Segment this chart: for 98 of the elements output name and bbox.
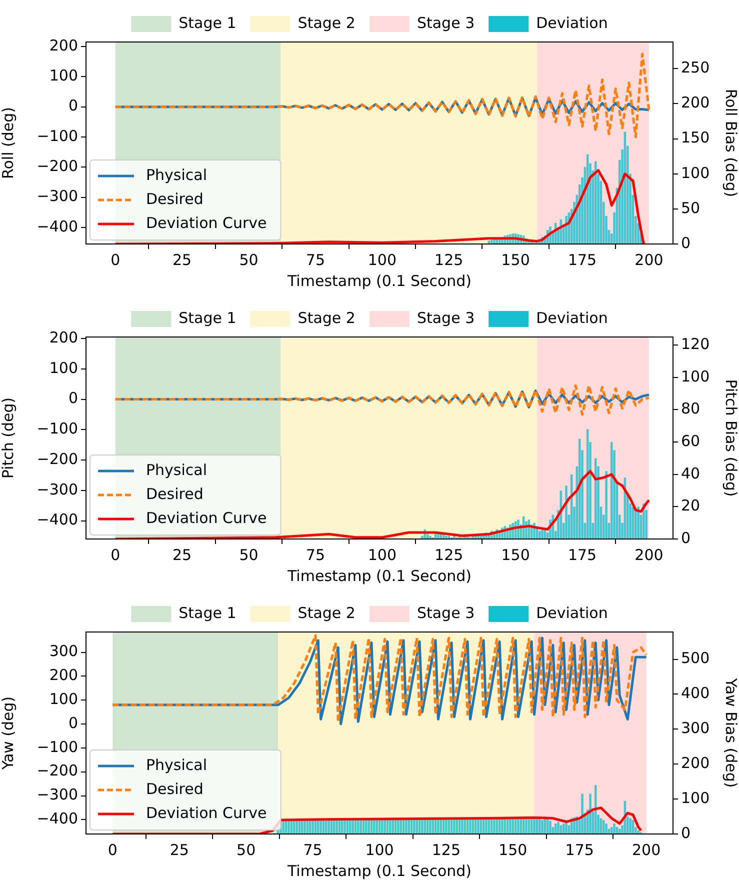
y-tick-label: 300 [49,642,78,660]
legend-label: Stage 2 [298,604,356,622]
x-tick-label: 125 [434,546,464,564]
y2-tick-label: 0 [681,528,691,547]
y-tick-label: 200 [49,328,78,346]
legend-label: Stage 2 [298,14,356,32]
x-tick-label: 50 [239,546,258,564]
y-axis-title: Yaw (deg) [0,696,17,771]
x-tick-label: 175 [568,546,597,564]
x-tick-label: 25 [172,250,192,269]
x-tick-label: 125 [432,840,461,859]
legend-label: Deviation Curve [146,804,267,822]
y2-axis-title: Yaw Bias (deg) [722,677,739,788]
legend-label: Desired [146,484,204,503]
x-tick-label: 125 [434,250,464,269]
x-tick-label: 175 [565,840,594,859]
x-tick-label: 200 [634,250,664,269]
y-tick-label: −200 [36,450,78,468]
x-tick-label: 0 [110,250,120,269]
y-tick-label: −100 [36,126,78,145]
y2-tick-label: 40 [681,464,700,482]
x-tick-label: 150 [498,840,528,859]
y2-tick-label: 0 [681,824,691,842]
legend-label: Desired [146,190,204,208]
y2-tick-label: 150 [681,128,710,147]
legend-label: Stage 1 [178,604,236,622]
x-tick-label: 200 [632,840,661,859]
y-tick-label: −200 [36,762,78,780]
x-tick-label: 175 [568,250,597,269]
y2-tick-label: 200 [681,94,710,112]
y-tick-label: −400 [36,217,78,236]
y-tick-label: −400 [36,510,78,529]
legend-label: Deviation Curve [146,508,267,527]
x-tick-label: 75 [306,546,326,564]
legend-label: Stage 3 [416,308,475,327]
y-tick-label: 0 [68,96,78,115]
y-tick-label: 200 [49,666,78,684]
y2-tick-label: 300 [681,719,710,738]
x-tick-label: 0 [110,546,120,564]
x-tick-label: 150 [501,250,530,269]
y-tick-label: 200 [49,36,78,54]
y2-tick-label: 0 [681,234,691,252]
x-tick-label: 200 [634,546,664,564]
y2-axis-title: Pitch Bias (deg) [722,379,739,497]
y-tick-label: −100 [36,738,78,756]
y-tick-label: −300 [36,786,78,804]
legend-label: Physical [146,460,208,479]
x-tick-label: 75 [303,840,322,859]
x-tick-label: 50 [236,840,256,859]
y2-tick-label: 120 [681,334,710,353]
x-tick-label: 25 [170,840,189,859]
y2-tick-label: 100 [681,367,710,386]
x-tick-label: 50 [239,250,258,269]
y-tick-label: 100 [49,66,78,85]
y2-tick-label: 400 [681,684,710,702]
y2-tick-label: 50 [681,198,700,217]
y-tick-label: 100 [49,358,78,377]
legend-label: Deviation [536,604,608,622]
legend-label: Stage 3 [416,604,475,622]
y2-tick-label: 80 [681,400,700,418]
x-axis-title: Timestamp (0.1 Second) [286,566,472,585]
y-axis-title: Roll (deg) [0,106,17,180]
y-tick-label: −300 [36,480,78,498]
legend-label: Physical [146,166,208,184]
legend-label: Stage 2 [298,308,356,327]
x-tick-label: 100 [365,840,394,859]
y2-tick-label: 60 [681,432,700,450]
legend-label: Stage 1 [178,308,236,327]
x-axis-title: Timestamp (0.1 Second) [286,862,472,880]
y-tick-label: 0 [68,389,78,408]
legend-label: Deviation [536,308,608,327]
y2-axis-title: Roll Bias (deg) [722,88,739,198]
y-tick-label: −100 [36,420,78,438]
x-tick-label: 100 [368,546,396,564]
y-tick-label: 100 [49,690,78,708]
x-tick-label: 75 [306,250,326,269]
y-tick-label: 0 [68,714,78,732]
x-tick-label: 0 [108,840,118,859]
x-tick-label: 150 [501,546,530,564]
y2-tick-label: 100 [681,164,710,182]
y2-tick-label: 200 [681,754,710,772]
x-tick-label: 100 [368,250,396,269]
legend-label: Deviation [536,14,608,32]
legend-label: Deviation Curve [146,214,267,232]
y-tick-label: −300 [36,187,78,206]
legend-label: Stage 1 [178,14,236,32]
x-tick-label: 25 [172,546,192,564]
legend-label: Desired [146,780,204,798]
y-axis-title: Pitch (deg) [0,397,17,479]
x-axis-title: Timestamp (0.1 Second) [286,272,472,290]
y-tick-label: −400 [36,810,78,828]
legend-label: Physical [146,756,208,774]
y2-tick-label: 500 [681,649,710,668]
y-tick-label: −200 [36,157,78,176]
legend-label: Stage 3 [416,14,475,32]
y2-tick-label: 100 [681,788,710,807]
y2-tick-label: 20 [681,496,700,515]
y2-tick-label: 250 [681,58,710,77]
